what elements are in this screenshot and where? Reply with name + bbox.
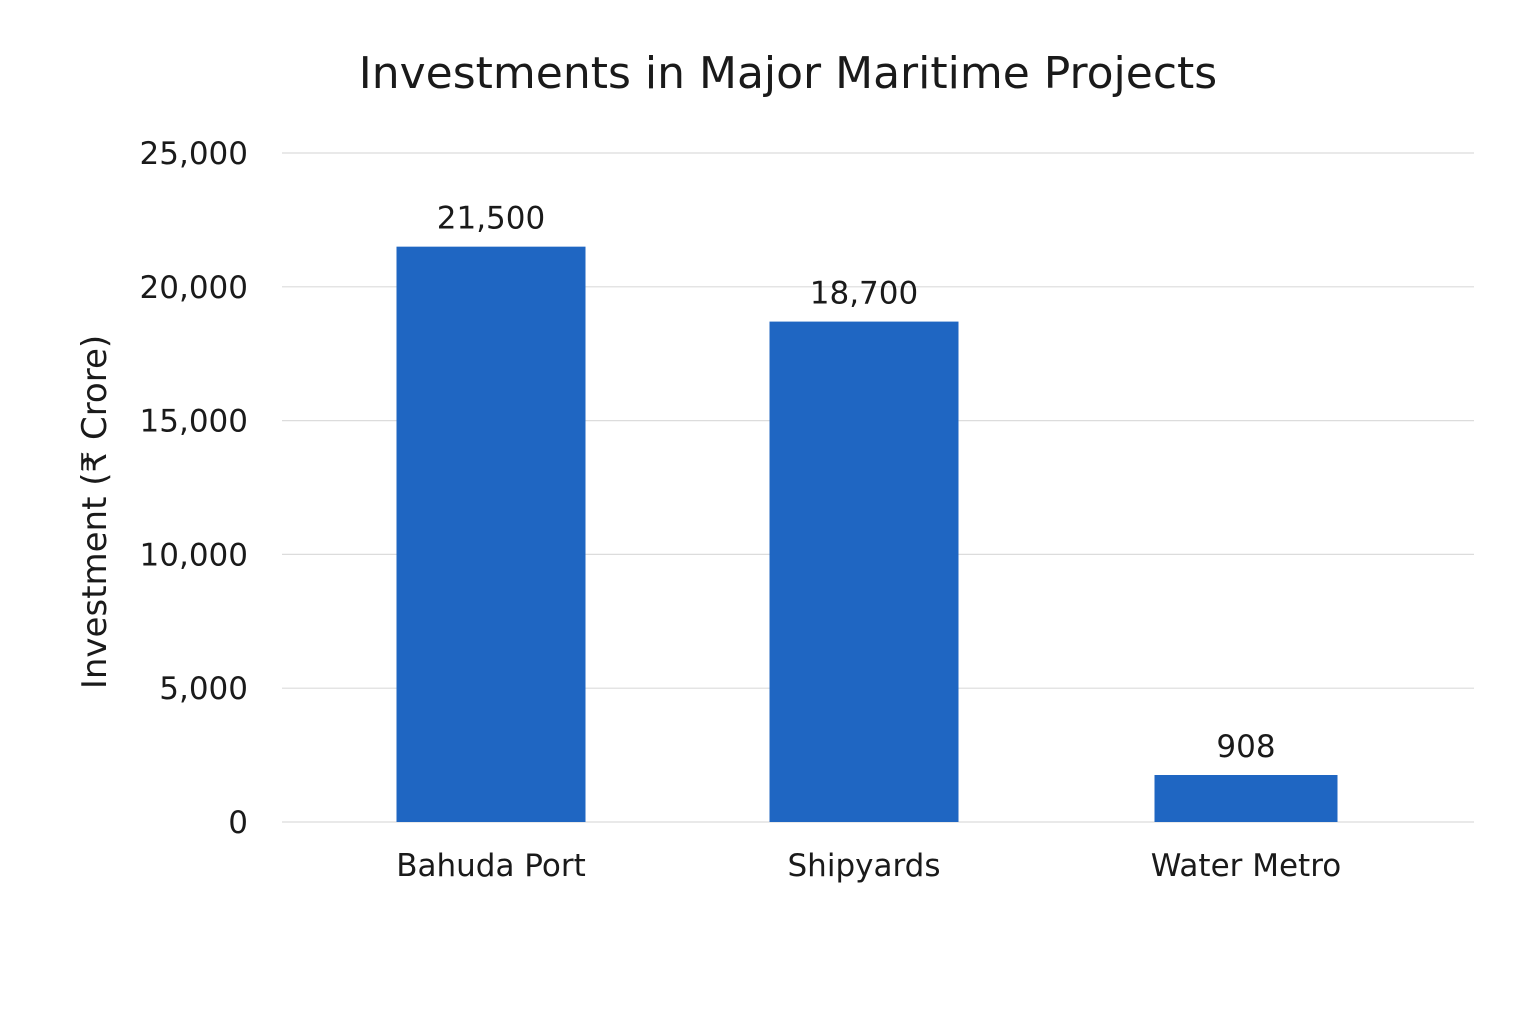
y-axis-title: Investment (₹ Crore) bbox=[75, 335, 115, 689]
data-label: 21,500 bbox=[437, 201, 545, 237]
y-tick-label: 15,000 bbox=[140, 404, 248, 440]
data-label: 18,700 bbox=[810, 276, 918, 312]
x-category-label: Shipyards bbox=[788, 848, 941, 884]
y-axis-ticks: 0 5,000 10,000 15,000 20,000 25,000 bbox=[140, 136, 248, 841]
data-labels: 21,500 18,700 908 bbox=[437, 201, 1276, 765]
bars bbox=[396, 246, 1338, 822]
data-label: 908 bbox=[1216, 729, 1275, 765]
y-tick-label: 10,000 bbox=[140, 537, 248, 573]
x-category-label: Water Metro bbox=[1151, 848, 1342, 884]
x-axis-categories: Bahuda Port Shipyards Water Metro bbox=[396, 848, 1341, 884]
bar-shipyards bbox=[769, 321, 959, 822]
y-tick-label: 25,000 bbox=[140, 136, 248, 172]
bar-water-metro bbox=[1154, 775, 1338, 822]
bar-bahuda-port bbox=[396, 246, 586, 822]
y-tick-label: 0 bbox=[228, 805, 248, 841]
chart-title: Investments in Major Maritime Projects bbox=[359, 48, 1217, 99]
x-category-label: Bahuda Port bbox=[396, 848, 586, 884]
y-tick-label: 20,000 bbox=[140, 270, 248, 306]
y-tick-label: 5,000 bbox=[159, 671, 248, 707]
